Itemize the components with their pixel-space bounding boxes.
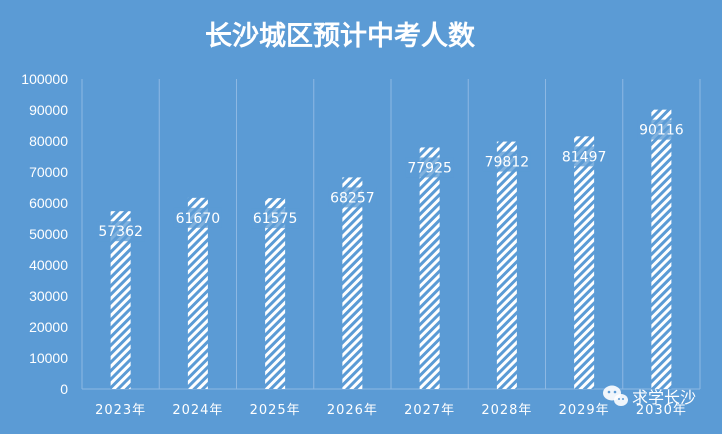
data-label-bg — [328, 187, 377, 208]
data-label: 77925 — [407, 160, 452, 176]
data-label-bg — [560, 146, 609, 167]
data-label: 79812 — [485, 155, 530, 171]
x-tick-label: 2023年 — [95, 403, 146, 418]
bar — [342, 177, 363, 389]
chart-title: 长沙城区预计中考人数 — [205, 21, 476, 52]
y-tick-label: 100000 — [21, 71, 68, 87]
y-tick-label: 30000 — [29, 288, 68, 304]
data-label: 57362 — [98, 224, 143, 240]
y-tick-label: 70000 — [29, 164, 68, 180]
data-labels: 57362 61670 61575 68257 77925 79812 81497 90116 — [96, 119, 686, 242]
wechat-icon — [603, 385, 628, 406]
y-tick-label: 90000 — [29, 102, 68, 118]
watermark: 求学长沙 — [603, 385, 696, 407]
watermark-text: 求学长沙 — [632, 388, 696, 407]
data-label: 61575 — [253, 211, 298, 227]
y-tick-label: 0 — [60, 381, 68, 397]
bar — [265, 198, 286, 389]
y-tick-label: 80000 — [29, 133, 68, 149]
bar — [419, 147, 440, 389]
data-label-bg — [96, 221, 145, 242]
data-label-bg — [173, 207, 222, 228]
x-tick-label: 2029年 — [559, 403, 610, 418]
y-tick-label: 10000 — [29, 350, 68, 366]
x-tick-label: 2030年 — [636, 403, 687, 418]
y-tick-label: 60000 — [29, 195, 68, 211]
data-label-bg — [637, 119, 686, 140]
bar — [496, 141, 517, 389]
data-label-bg — [482, 151, 531, 172]
bar — [651, 109, 672, 389]
y-tick-label: 40000 — [29, 257, 68, 273]
data-label: 90116 — [639, 123, 684, 139]
x-tick-label: 2025年 — [250, 403, 301, 418]
x-tick-label: 2026年 — [327, 403, 378, 418]
x-tick-label: 2027年 — [404, 403, 455, 418]
bar — [187, 197, 208, 389]
bars — [110, 109, 672, 389]
bar — [574, 136, 595, 389]
data-label: 68257 — [330, 190, 375, 206]
bar — [110, 211, 131, 389]
x-tick-label: 2024年 — [172, 403, 223, 418]
data-label-bg — [405, 157, 454, 178]
y-axis: 0 10000 20000 30000 40000 50000 60000 70000 8000… — [21, 71, 68, 397]
x-tick-label: 2028年 — [481, 403, 532, 418]
x-axis: 2023年 2024年 2025年 2026年 2027年 2028年 2029年 2030年 — [95, 403, 687, 418]
y-tick-label: 20000 — [29, 319, 68, 335]
data-label: 61670 — [176, 211, 221, 227]
grid-lines — [81, 79, 701, 390]
data-label-bg — [251, 208, 300, 229]
y-tick-label: 50000 — [29, 226, 68, 242]
data-label: 81497 — [562, 149, 607, 165]
